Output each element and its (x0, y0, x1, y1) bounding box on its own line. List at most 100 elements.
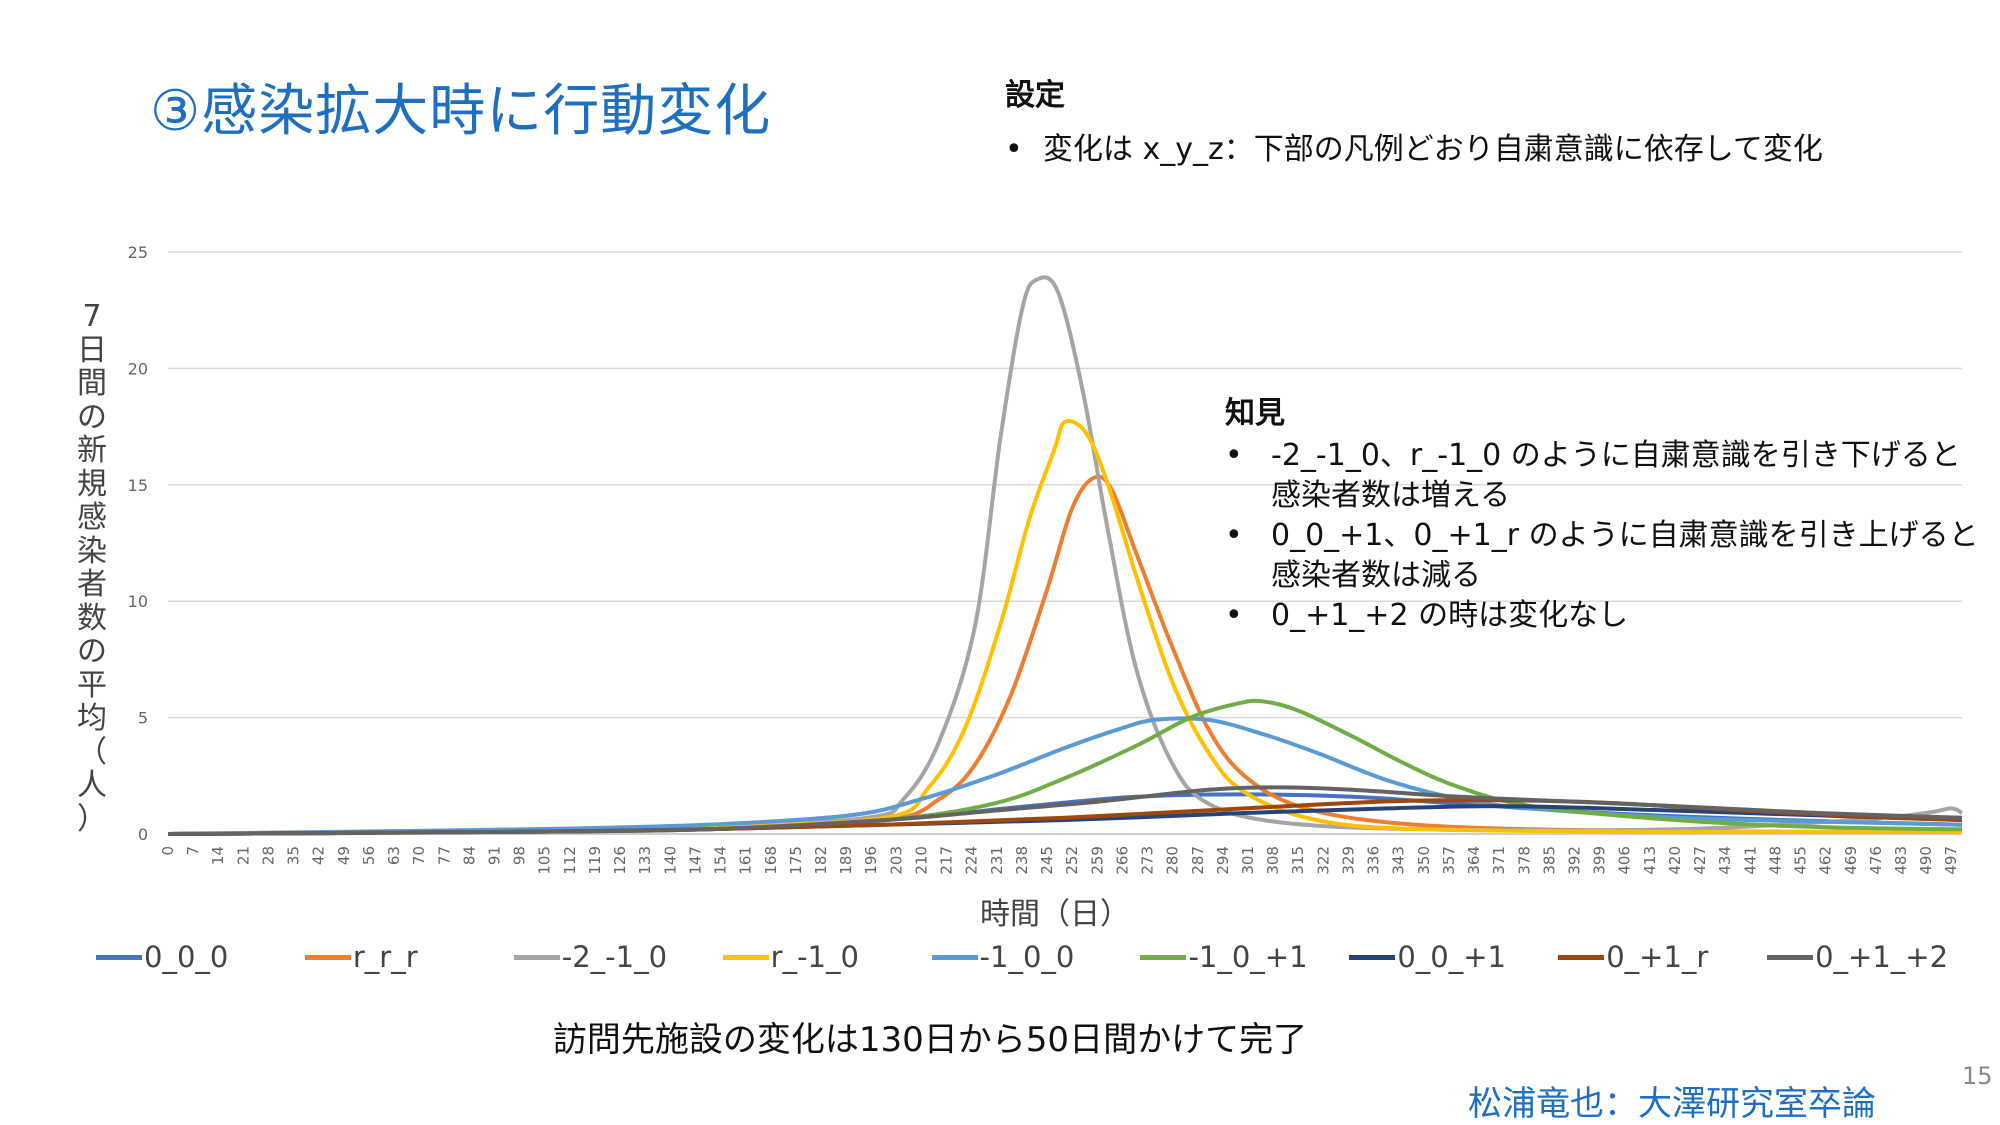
x-tick-label: 462 (1817, 846, 1835, 875)
y-axis-label-char: 新 (77, 433, 107, 468)
x-tick-label: 490 (1917, 846, 1935, 875)
grid-lines (168, 251, 1962, 835)
x-tick-label: 203 (887, 846, 905, 875)
x-tick-label: 469 (1842, 846, 1860, 875)
caption: 訪問先施設の変化は130日から50日間かけて完了 (552, 1020, 1308, 1060)
x-tick-label: 273 (1139, 846, 1157, 875)
x-axis-label: 時間（日） (980, 897, 1130, 932)
author-credit: 松浦竜也：大澤研究室卒論 (1468, 1084, 1876, 1124)
y-axis-label-char: 染 (77, 533, 107, 569)
x-tick-label: 189 (837, 846, 855, 875)
settings-bullet: • (1005, 132, 1023, 167)
x-tick-label: 420 (1666, 846, 1684, 875)
x-tick-label: 336 (1365, 846, 1383, 875)
y-tick-label: 5 (138, 709, 148, 728)
x-tick-label: 497 (1942, 846, 1960, 875)
x-tick-label: 406 (1616, 846, 1634, 875)
legend-item: r_-1_0 (722, 940, 859, 974)
x-tick-label: 280 (1164, 846, 1182, 875)
legend-label: r_r_r (352, 940, 418, 974)
legend-swatch (722, 954, 769, 960)
legend-item: -1_0_0 (931, 940, 1075, 974)
finding-text: 0_+1_+2 の時は変化なし (1271, 598, 1629, 633)
x-tick-label: 413 (1641, 846, 1659, 875)
legend-swatch (96, 954, 142, 960)
x-tick-label: 35 (285, 846, 303, 865)
x-tick-label: 448 (1766, 846, 1784, 875)
finding-bullet: • (1225, 598, 1243, 633)
x-tick-label: 343 (1390, 846, 1408, 875)
y-axis-label-char: の (77, 634, 107, 669)
legend-swatch (1140, 954, 1187, 960)
x-tick-label: 287 (1189, 846, 1207, 875)
x-tick-label: 175 (787, 846, 805, 875)
legend-item: -1_0_+1 (1140, 940, 1308, 974)
legend-label: 0_0_0 (144, 940, 229, 974)
legend-label: -1_0_0 (979, 940, 1075, 974)
x-tick-label: 98 (511, 846, 529, 865)
legend-item: 0_0_0 (96, 940, 228, 974)
legend-swatch (304, 954, 351, 960)
finding-item: • -2_-1_0、r_-1_0 のように自粛意識を引き下げると感染者数は増える (1225, 436, 1985, 516)
legend-item: 0_+1_+2 (1767, 940, 1948, 974)
x-tick-label: 161 (737, 846, 755, 875)
x-tick-label: 0 (159, 846, 177, 856)
y-axis-label-char: ） (77, 801, 107, 837)
y-axis-label-char: 人 (77, 768, 107, 803)
x-tick-label: 126 (611, 846, 629, 875)
x-tick-label: 147 (686, 846, 704, 875)
legend-label: 0_+1_r (1606, 940, 1709, 974)
settings-heading: 設定 (1005, 78, 1065, 113)
y-axis-label-char: 均 (77, 701, 107, 736)
x-tick-label: 210 (912, 846, 930, 875)
y-axis-label: 7 日間の新規感染者数の平均（人） (72, 300, 112, 836)
y-axis-label-char: 規 (77, 466, 107, 502)
legend-item: 0_+1_r (1558, 940, 1708, 974)
y-tick-label: 0 (138, 825, 148, 844)
y-axis-label-char: の (77, 399, 107, 435)
x-tick-label: 259 (1088, 846, 1106, 875)
x-tick-labels: 0 7 14 21 28 35 42 49 56 63 70 77 84 91 98 105 112 119 126… (159, 846, 1960, 875)
finding-bullet: • (1225, 438, 1243, 473)
x-tick-label: 427 (1691, 846, 1709, 875)
x-tick-label: 476 (1867, 846, 1885, 875)
finding-item: • 0_0_+1、0_+1_r のように自粛意識を引き上げると感染者数は減る (1225, 516, 1985, 596)
page-number: 15 (1962, 1062, 1993, 1090)
x-tick-label: 434 (1716, 846, 1734, 875)
x-tick-label: 133 (636, 846, 654, 875)
settings-item: • 変化は x_y_z：下部の凡例どおり自粛意識に依存して変化 (1005, 124, 1823, 168)
x-tick-label: 378 (1515, 846, 1533, 875)
x-tick-label: 42 (310, 846, 328, 865)
legend-label: r_-1_0 (770, 940, 859, 974)
legend-label: 0_+1_+2 (1815, 940, 1949, 974)
y-axis-label-char: 平 (77, 667, 107, 703)
x-tick-label: 217 (938, 846, 956, 875)
x-tick-label: 182 (812, 846, 830, 875)
series-line-0_+1_+2 (167, 785, 1963, 836)
y-axis-label-char: 感 (77, 500, 107, 535)
x-tick-label: 385 (1540, 846, 1558, 875)
x-tick-label: 322 (1314, 846, 1332, 875)
x-tick-label: 399 (1591, 846, 1609, 875)
y-axis-label-char: 間 (77, 366, 107, 401)
legend-swatch (1767, 954, 1814, 960)
x-tick-label: 231 (988, 846, 1006, 875)
x-tick-label: 140 (661, 846, 679, 875)
y-axis-label-char: （ (77, 734, 107, 770)
slide-title: ③感染拡大時に行動変化 (150, 79, 772, 144)
legend-swatch (1349, 954, 1396, 960)
x-tick-label: 14 (209, 846, 227, 865)
settings-text: 変化は x_y_z：下部の凡例どおり自粛意識に依存して変化 (1043, 132, 1823, 167)
legend-item: 0_0_+1 (1349, 940, 1506, 974)
x-tick-label: 105 (536, 846, 554, 875)
x-tick-label: 483 (1892, 846, 1910, 875)
x-tick-label: 252 (1063, 846, 1081, 875)
x-tick-label: 154 (712, 846, 730, 875)
legend-label: -1_0_+1 (1188, 940, 1308, 974)
finding-item: • 0_+1_+2 の時は変化なし (1225, 596, 1985, 636)
x-tick-label: 294 (1214, 846, 1232, 875)
x-tick-label: 350 (1415, 846, 1433, 875)
y-tick-label: 25 (128, 243, 148, 262)
x-tick-label: 357 (1440, 846, 1458, 875)
